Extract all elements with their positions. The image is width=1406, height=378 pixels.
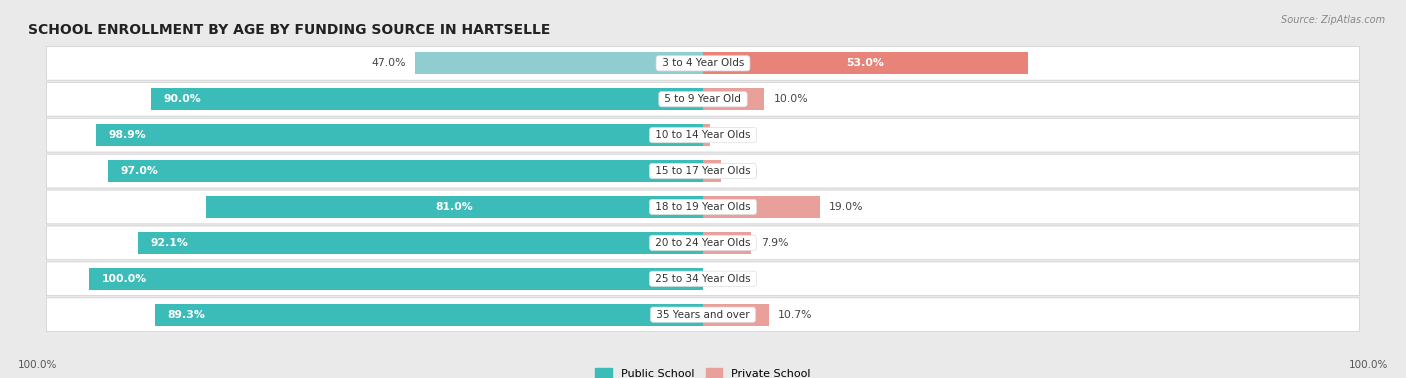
Text: 25 to 34 Year Olds: 25 to 34 Year Olds	[652, 274, 754, 284]
Text: 20 to 24 Year Olds: 20 to 24 Year Olds	[652, 238, 754, 248]
Text: 5 to 9 Year Old: 5 to 9 Year Old	[661, 94, 745, 104]
Text: 90.0%: 90.0%	[163, 94, 201, 104]
FancyBboxPatch shape	[46, 118, 1360, 152]
Text: 35 Years and over: 35 Years and over	[652, 310, 754, 320]
Bar	[207, 196, 703, 218]
FancyBboxPatch shape	[46, 82, 1360, 116]
Text: 0.0%: 0.0%	[713, 274, 740, 284]
Text: 10 to 14 Year Olds: 10 to 14 Year Olds	[652, 130, 754, 140]
Bar	[138, 232, 703, 254]
Bar	[703, 88, 765, 110]
Text: 100.0%: 100.0%	[1348, 361, 1388, 370]
Bar	[155, 304, 703, 326]
Bar	[703, 124, 710, 146]
Text: 10.7%: 10.7%	[778, 310, 813, 320]
Text: SCHOOL ENROLLMENT BY AGE BY FUNDING SOURCE IN HARTSELLE: SCHOOL ENROLLMENT BY AGE BY FUNDING SOUR…	[28, 23, 551, 37]
Bar	[415, 52, 703, 74]
Text: 15 to 17 Year Olds: 15 to 17 Year Olds	[652, 166, 754, 176]
Bar	[703, 232, 751, 254]
Bar	[96, 124, 703, 146]
Text: 10.0%: 10.0%	[773, 94, 808, 104]
Text: 7.9%: 7.9%	[761, 238, 789, 248]
FancyBboxPatch shape	[46, 226, 1360, 260]
Bar	[703, 160, 721, 182]
Text: 97.0%: 97.0%	[120, 166, 157, 176]
Bar	[108, 160, 703, 182]
FancyBboxPatch shape	[46, 262, 1360, 296]
Text: 19.0%: 19.0%	[828, 202, 863, 212]
Bar	[703, 196, 820, 218]
FancyBboxPatch shape	[46, 190, 1360, 224]
Text: Source: ZipAtlas.com: Source: ZipAtlas.com	[1281, 15, 1385, 25]
Text: 98.9%: 98.9%	[108, 130, 146, 140]
Text: 18 to 19 Year Olds: 18 to 19 Year Olds	[652, 202, 754, 212]
FancyBboxPatch shape	[46, 46, 1360, 80]
Text: 47.0%: 47.0%	[371, 58, 405, 68]
Bar	[150, 88, 703, 110]
Text: 1.1%: 1.1%	[718, 130, 747, 140]
Text: 100.0%: 100.0%	[101, 274, 148, 284]
Text: 3.0%: 3.0%	[731, 166, 758, 176]
Text: 53.0%: 53.0%	[846, 58, 884, 68]
Text: 81.0%: 81.0%	[436, 202, 474, 212]
Bar	[703, 304, 769, 326]
Bar	[90, 268, 703, 290]
FancyBboxPatch shape	[46, 298, 1360, 332]
Text: 92.1%: 92.1%	[150, 238, 188, 248]
FancyBboxPatch shape	[46, 154, 1360, 188]
Legend: Public School, Private School: Public School, Private School	[595, 368, 811, 378]
Text: 89.3%: 89.3%	[167, 310, 205, 320]
Bar	[703, 52, 1028, 74]
Text: 3 to 4 Year Olds: 3 to 4 Year Olds	[658, 58, 748, 68]
Text: 100.0%: 100.0%	[18, 361, 58, 370]
